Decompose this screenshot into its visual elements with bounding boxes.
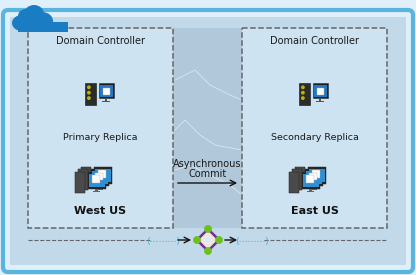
Bar <box>312 186 315 189</box>
Bar <box>315 184 318 186</box>
Bar <box>312 186 320 188</box>
Circle shape <box>194 237 200 243</box>
Bar <box>81 167 91 188</box>
Bar <box>317 87 324 95</box>
Bar <box>28 28 173 228</box>
Bar <box>88 172 106 189</box>
Circle shape <box>205 226 211 232</box>
Bar <box>78 169 88 190</box>
Bar <box>309 189 312 191</box>
Bar <box>95 173 103 180</box>
Ellipse shape <box>18 9 34 23</box>
Circle shape <box>216 237 222 243</box>
Text: Commit: Commit <box>188 169 227 179</box>
Bar <box>101 184 104 186</box>
Bar <box>95 169 111 182</box>
Bar <box>242 28 387 228</box>
Bar <box>18 22 68 32</box>
Text: West US: West US <box>74 206 126 216</box>
Ellipse shape <box>12 15 32 31</box>
Bar <box>102 101 110 102</box>
Bar <box>91 169 109 186</box>
Circle shape <box>302 86 304 89</box>
Bar <box>303 174 319 187</box>
Bar <box>319 98 322 101</box>
Bar <box>96 189 103 190</box>
Text: Domain Controller: Domain Controller <box>56 36 145 46</box>
Circle shape <box>88 97 90 99</box>
Bar <box>95 189 98 191</box>
Bar <box>295 167 305 188</box>
Bar <box>94 167 112 184</box>
Bar <box>309 169 325 182</box>
Text: Domain Controller: Domain Controller <box>270 36 359 46</box>
Circle shape <box>302 97 304 99</box>
Bar <box>173 28 242 228</box>
Bar <box>305 169 324 186</box>
Ellipse shape <box>24 5 44 23</box>
Text: Asynchronous: Asynchronous <box>173 159 242 169</box>
Bar <box>99 186 106 188</box>
Bar <box>306 171 322 184</box>
Bar <box>292 169 302 190</box>
Text: ⟨⋯⋯⋯⟩: ⟨⋯⋯⋯⟩ <box>146 236 180 246</box>
Bar <box>307 175 314 183</box>
Ellipse shape <box>31 12 53 30</box>
Bar <box>313 83 328 98</box>
Bar <box>316 101 324 102</box>
Ellipse shape <box>18 8 46 30</box>
Bar <box>92 175 100 183</box>
Bar <box>93 191 100 192</box>
Bar <box>89 174 105 187</box>
Text: ⟨⋯⋯⋯⟩: ⟨⋯⋯⋯⟩ <box>235 236 269 246</box>
Bar <box>105 98 107 101</box>
Circle shape <box>205 248 211 254</box>
Bar <box>289 172 299 193</box>
Text: Secondary Replica: Secondary Replica <box>270 133 359 142</box>
FancyBboxPatch shape <box>3 10 413 272</box>
Bar <box>103 87 110 95</box>
Bar <box>92 171 108 184</box>
Bar <box>310 173 317 180</box>
Bar <box>85 83 96 105</box>
Bar <box>75 172 85 193</box>
Bar <box>308 167 327 184</box>
Bar <box>99 170 106 178</box>
Bar <box>314 85 327 97</box>
Bar <box>98 186 101 189</box>
Bar <box>310 189 317 190</box>
Bar <box>307 191 314 192</box>
Bar <box>99 83 114 98</box>
Circle shape <box>302 92 304 94</box>
Bar <box>302 172 320 189</box>
Circle shape <box>88 86 90 89</box>
Bar <box>100 85 114 97</box>
Text: East US: East US <box>290 206 339 216</box>
Bar <box>312 170 320 178</box>
Polygon shape <box>197 229 219 251</box>
Text: Primary Replica: Primary Replica <box>63 133 138 142</box>
Circle shape <box>88 92 90 94</box>
Bar <box>299 83 310 105</box>
